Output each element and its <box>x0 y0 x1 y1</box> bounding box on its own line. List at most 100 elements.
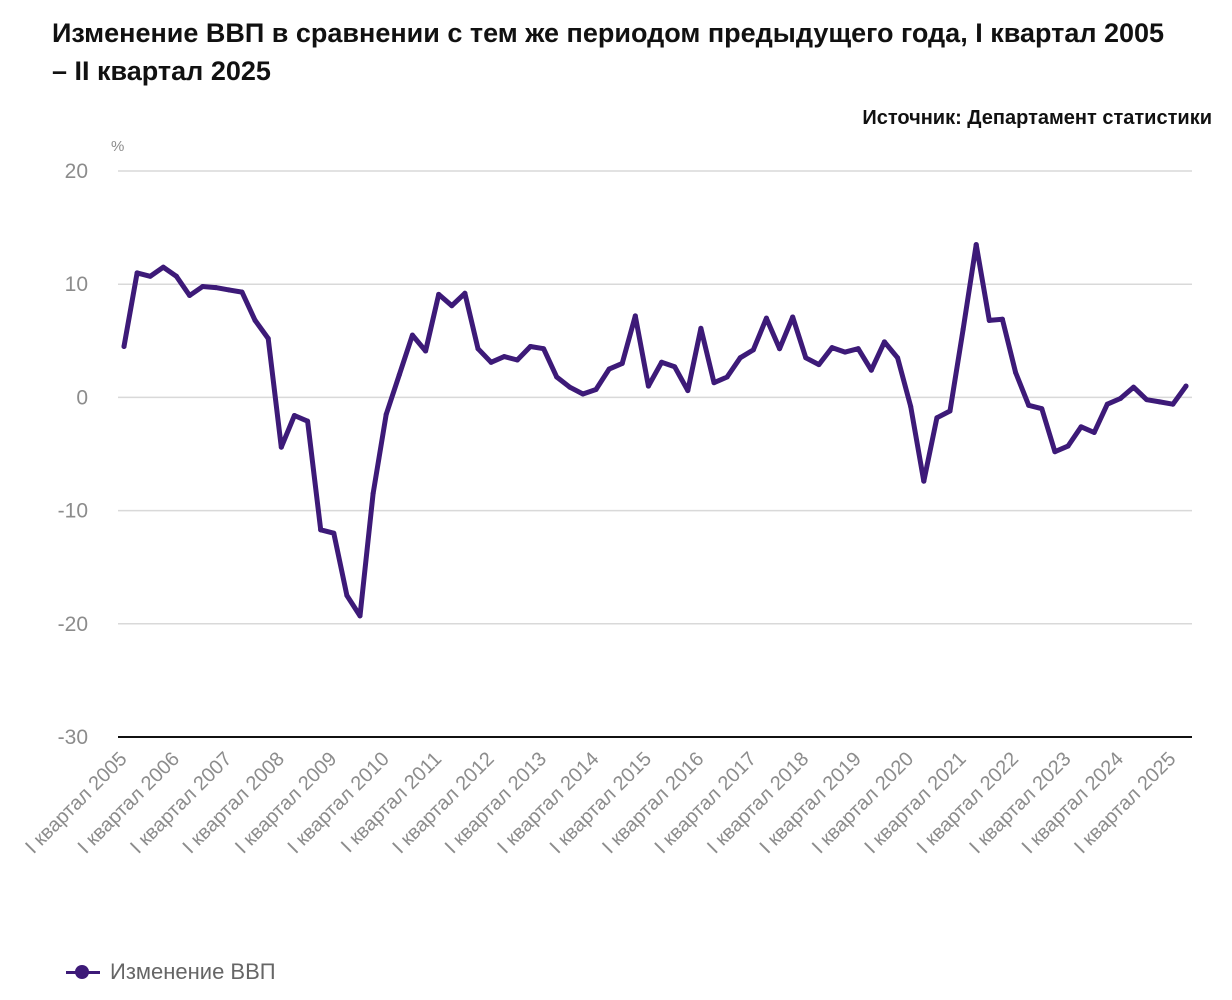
data-point <box>1065 443 1071 449</box>
data-point <box>1183 383 1189 389</box>
data-point <box>960 326 966 332</box>
data-point <box>357 613 363 619</box>
data-point <box>187 293 193 299</box>
data-point <box>344 593 350 598</box>
data-point <box>895 355 901 361</box>
data-point <box>1131 384 1137 390</box>
data-point <box>291 413 297 419</box>
data-point <box>160 264 166 270</box>
data-point <box>213 285 219 291</box>
y-tick-label: 20 <box>65 160 88 183</box>
data-point <box>908 403 914 409</box>
data-point <box>619 360 625 366</box>
data-point <box>226 287 232 293</box>
data-point <box>1013 369 1019 375</box>
data-point <box>1052 449 1058 455</box>
data-point <box>698 325 704 331</box>
data-point <box>423 348 429 354</box>
data-point <box>383 411 389 417</box>
y-tick-label: 10 <box>65 273 88 296</box>
data-point <box>121 343 127 349</box>
data-point <box>1117 396 1123 402</box>
data-point <box>763 315 769 321</box>
data-point <box>921 478 927 484</box>
data-point <box>829 345 835 351</box>
data-point <box>1144 397 1150 403</box>
data-point <box>554 374 560 380</box>
y-tick-label: 0 <box>76 386 88 409</box>
data-point <box>501 354 507 360</box>
data-point <box>265 336 271 342</box>
data-point <box>973 242 979 248</box>
data-point <box>999 316 1005 322</box>
y-tick-label: -10 <box>58 500 88 523</box>
data-point <box>488 359 494 365</box>
data-point <box>527 343 533 349</box>
data-point <box>737 355 743 361</box>
data-point <box>1039 406 1045 412</box>
data-point <box>632 313 638 319</box>
data-point <box>855 346 861 352</box>
data-point <box>331 530 337 536</box>
data-point <box>200 283 206 289</box>
data-point <box>449 303 455 309</box>
series-layer <box>121 242 1189 619</box>
data-point <box>606 366 612 372</box>
data-point <box>868 367 874 373</box>
data-point <box>541 346 547 352</box>
data-point <box>514 357 520 363</box>
data-point <box>659 359 665 365</box>
y-axis-unit-label: % <box>111 138 124 155</box>
data-point <box>1091 429 1097 435</box>
data-point <box>672 364 678 370</box>
data-point <box>409 332 415 338</box>
data-point <box>790 314 796 320</box>
data-point <box>645 383 651 389</box>
data-point <box>1026 402 1032 408</box>
data-point <box>173 273 179 279</box>
data-point <box>147 273 153 279</box>
data-point <box>777 346 783 352</box>
data-point <box>593 386 599 392</box>
data-point <box>750 347 756 353</box>
data-point <box>711 380 717 386</box>
data-point <box>685 388 691 394</box>
data-point <box>803 355 809 361</box>
data-point <box>462 290 468 296</box>
data-point <box>305 418 311 424</box>
data-point <box>842 349 848 355</box>
data-point <box>580 391 586 397</box>
data-point <box>567 384 573 390</box>
data-point <box>278 444 284 450</box>
y-axis-ticks: 20 10 0 -10 -20 -30 <box>58 160 88 749</box>
data-point <box>475 346 481 352</box>
series-line-gdp <box>121 242 1189 619</box>
data-point <box>252 317 258 323</box>
legend-line-icon <box>66 965 100 979</box>
data-point <box>1157 399 1163 405</box>
source-label: Источник: Департамент статистики <box>862 107 1212 129</box>
legend: Изменение ВВП <box>66 957 276 987</box>
data-point <box>1170 401 1176 407</box>
data-point <box>370 491 376 497</box>
data-point <box>134 270 140 276</box>
data-point <box>436 291 442 297</box>
y-tick-label: -30 <box>58 726 88 749</box>
data-point <box>1078 424 1084 430</box>
chart-title: Изменение ВВП в сравнении с тем же перио… <box>52 18 1165 86</box>
data-point <box>724 374 730 380</box>
data-point <box>239 289 245 295</box>
data-point <box>396 372 402 378</box>
data-point <box>318 527 324 533</box>
data-point <box>947 408 953 414</box>
data-point <box>1104 401 1110 407</box>
data-point <box>816 362 822 368</box>
legend-label: Изменение ВВП <box>110 959 276 984</box>
data-point <box>934 415 940 421</box>
gridlines <box>118 170 1192 738</box>
y-tick-label: -20 <box>58 613 88 636</box>
data-point <box>881 339 887 345</box>
data-point <box>986 317 992 323</box>
